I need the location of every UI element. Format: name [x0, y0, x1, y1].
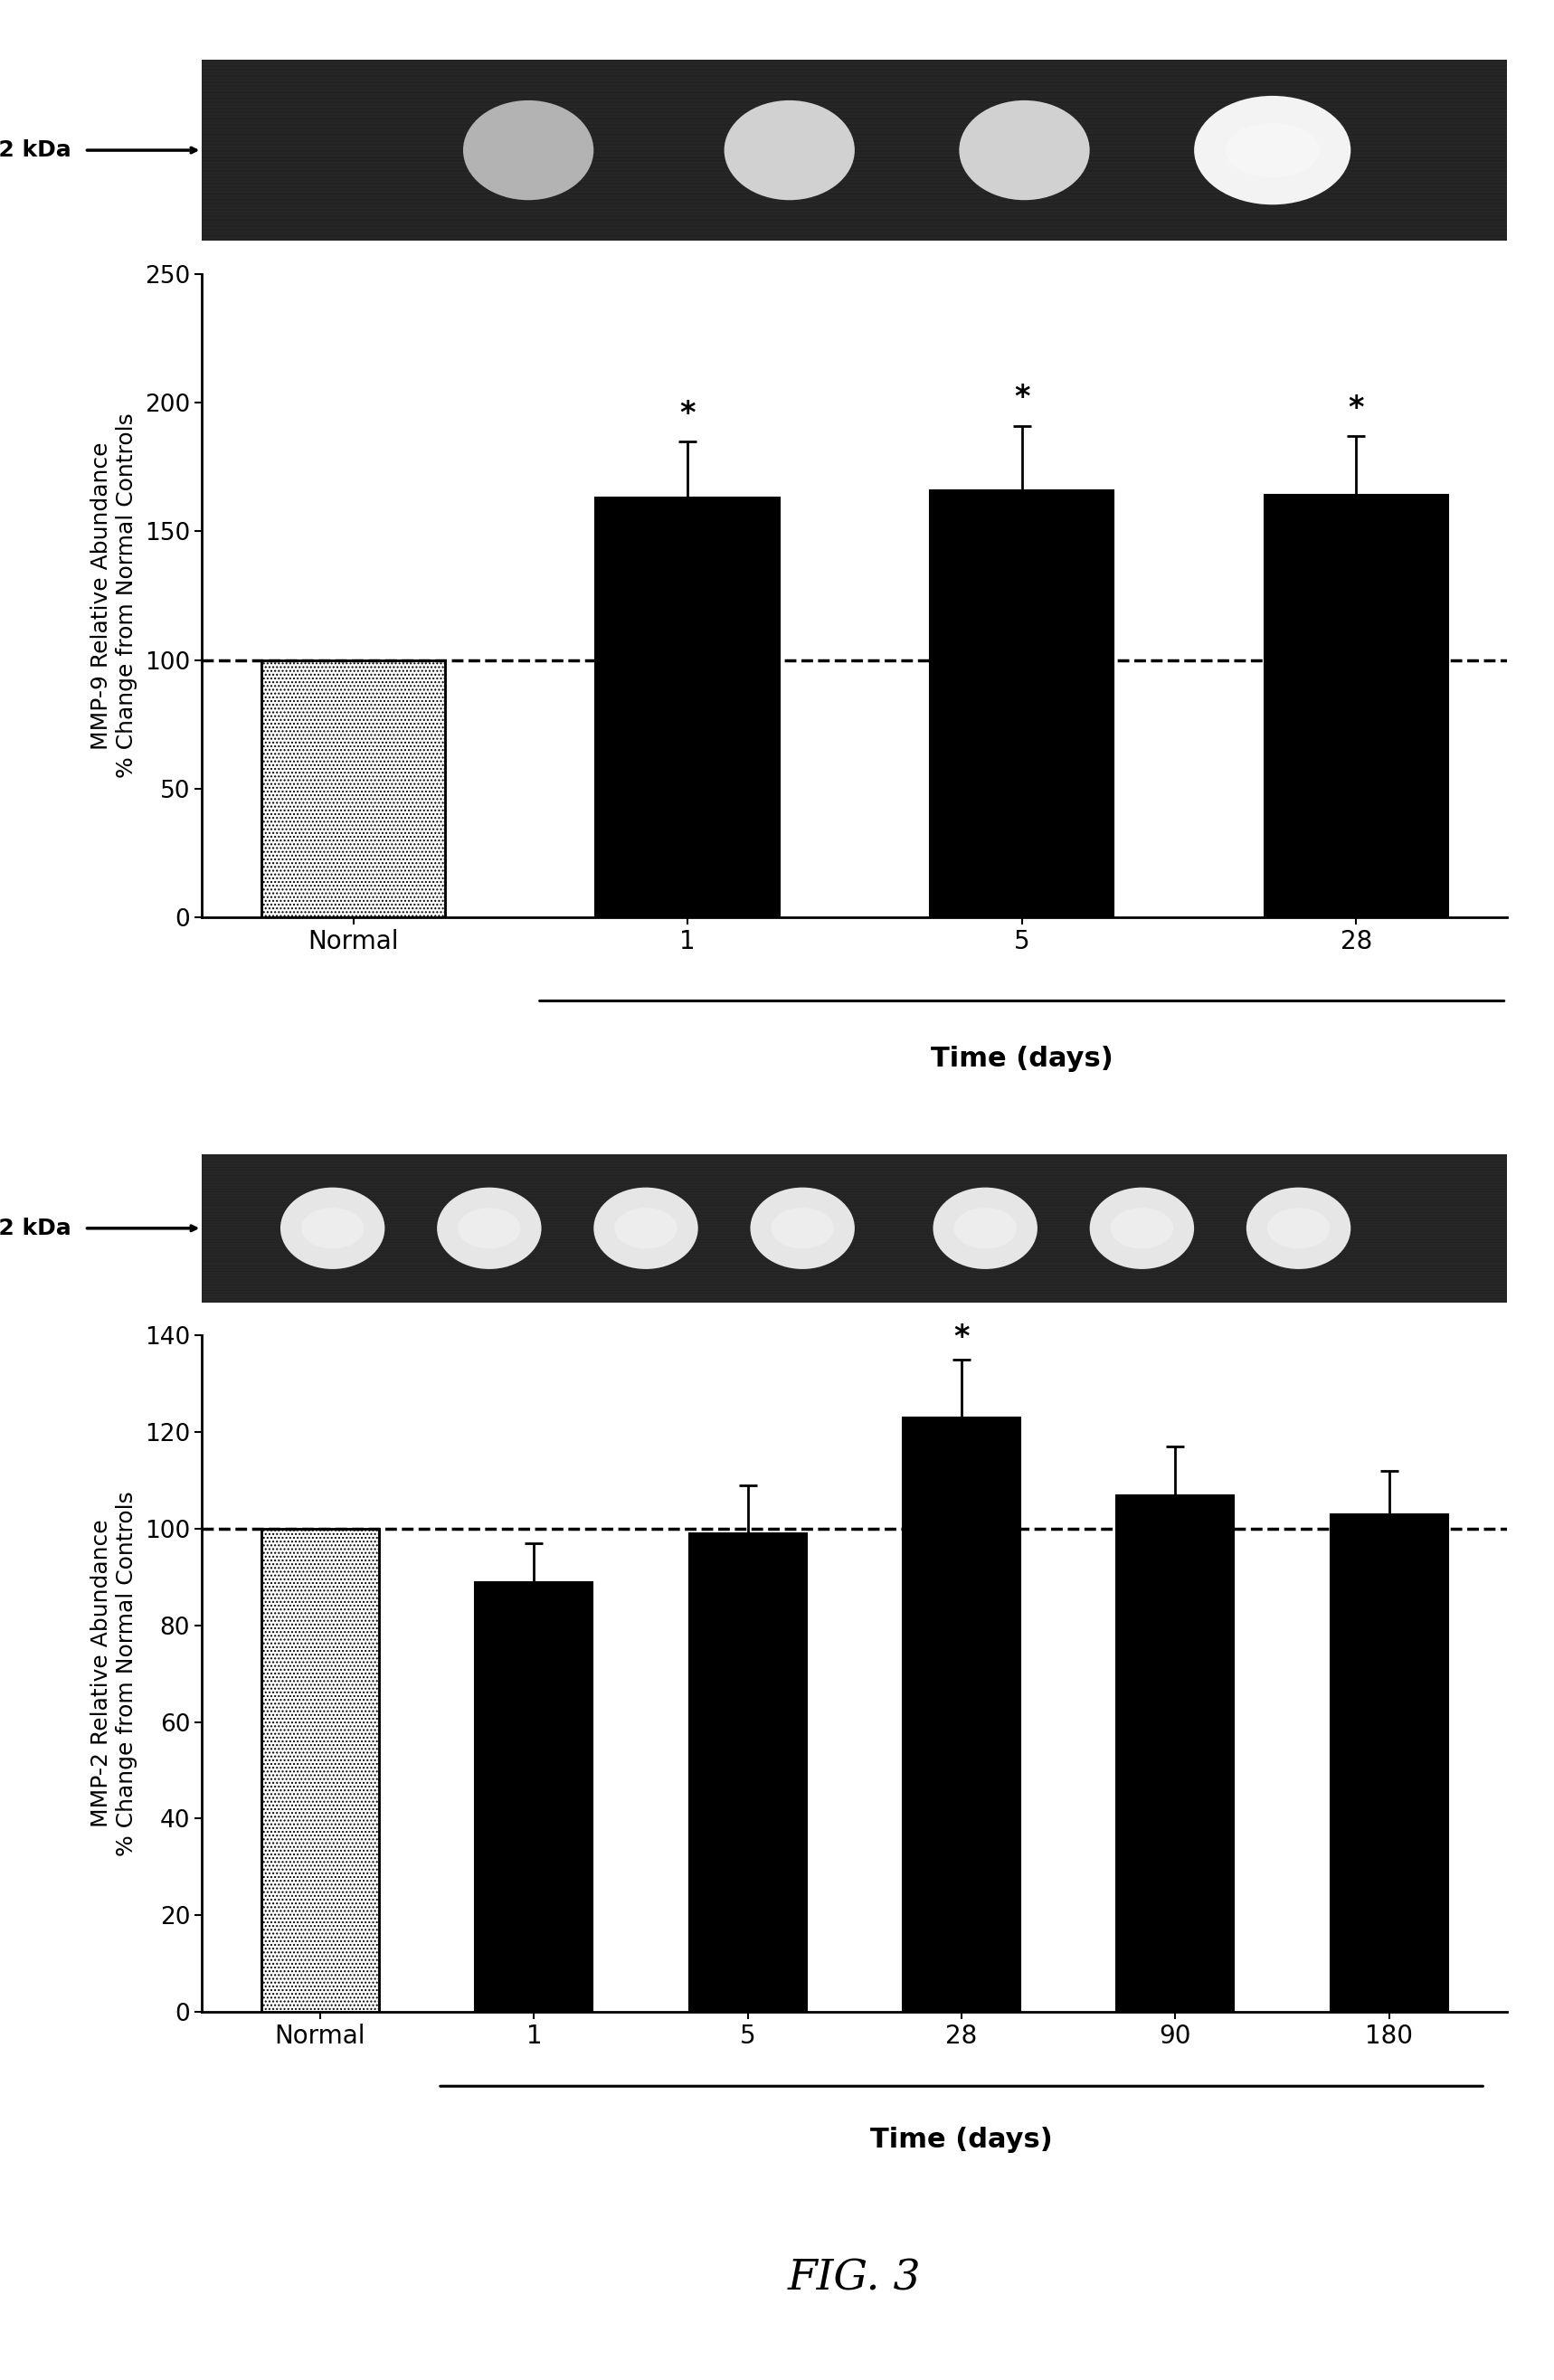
Ellipse shape	[959, 100, 1089, 200]
Ellipse shape	[280, 1188, 385, 1269]
Ellipse shape	[1089, 1188, 1193, 1269]
Bar	[688, 1533, 807, 2011]
Ellipse shape	[301, 1207, 364, 1249]
Bar	[261, 659, 444, 916]
Bar	[595, 497, 780, 916]
Ellipse shape	[771, 1207, 834, 1249]
Ellipse shape	[954, 1207, 1016, 1249]
Y-axis label: MMP-9 Relative Abundance
% Change from Normal Controls: MMP-9 Relative Abundance % Change from N…	[90, 414, 137, 778]
Bar	[261, 1528, 379, 2011]
Ellipse shape	[1267, 1207, 1330, 1249]
Ellipse shape	[751, 1188, 855, 1269]
Text: 92 kDa: 92 kDa	[0, 140, 71, 162]
Bar	[1265, 495, 1448, 916]
Bar	[476, 1583, 592, 2011]
Y-axis label: MMP-2 Relative Abundance
% Change from Normal Controls: MMP-2 Relative Abundance % Change from N…	[90, 1490, 137, 1856]
Ellipse shape	[724, 100, 855, 200]
Bar	[261, 659, 444, 916]
Bar	[929, 490, 1114, 916]
Ellipse shape	[1226, 124, 1319, 178]
Text: FIG. 3: FIG. 3	[788, 2259, 922, 2299]
Text: 72 kDa: 72 kDa	[0, 1219, 71, 1240]
Text: *: *	[954, 1323, 970, 1352]
Ellipse shape	[594, 1188, 698, 1269]
Text: *: *	[679, 397, 696, 428]
Ellipse shape	[458, 1207, 521, 1249]
Bar	[261, 1528, 379, 2011]
Ellipse shape	[437, 1188, 541, 1269]
Text: Time (days): Time (days)	[931, 1045, 1113, 1071]
Text: *: *	[1013, 383, 1030, 412]
Text: *: *	[1349, 393, 1364, 424]
Bar	[1117, 1495, 1234, 2011]
Bar	[1330, 1514, 1448, 2011]
Ellipse shape	[463, 100, 594, 200]
Ellipse shape	[1111, 1207, 1173, 1249]
Ellipse shape	[614, 1207, 678, 1249]
Ellipse shape	[1193, 95, 1350, 205]
Bar	[903, 1418, 1021, 2011]
Ellipse shape	[932, 1188, 1038, 1269]
Text: Time (days): Time (days)	[870, 2128, 1054, 2154]
Ellipse shape	[1246, 1188, 1350, 1269]
